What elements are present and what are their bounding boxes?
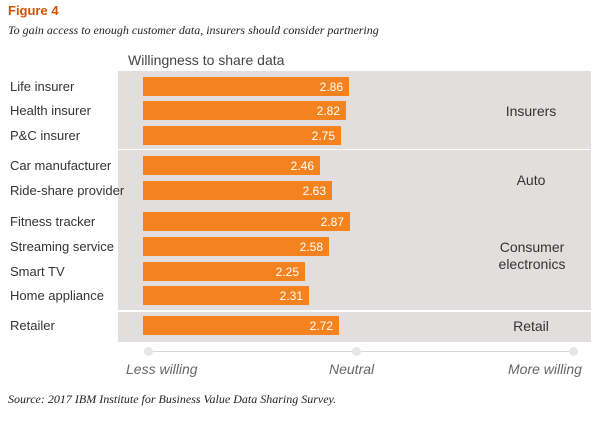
category-label: Car manufacturer bbox=[10, 158, 112, 173]
category-label: Fitness tracker bbox=[10, 214, 96, 229]
category-label: P&C insurer bbox=[10, 128, 81, 143]
category-label: Streaming service bbox=[10, 239, 115, 254]
figure-subtitle: To gain access to enough customer data, … bbox=[8, 23, 379, 37]
bar-value-label: 2.87 bbox=[320, 215, 344, 229]
scale-dot-less bbox=[144, 347, 153, 356]
bar-value-label: 2.75 bbox=[311, 129, 335, 143]
bar bbox=[143, 237, 329, 256]
category-label: Life insurer bbox=[10, 79, 75, 94]
bar bbox=[143, 77, 349, 96]
bar-value-label: 2.63 bbox=[302, 184, 326, 198]
bar bbox=[143, 286, 309, 305]
chart-title: Willingness to share data bbox=[128, 52, 285, 68]
group-label: Insurers bbox=[505, 103, 557, 119]
group-label: Auto bbox=[516, 172, 546, 188]
category-label: Retailer bbox=[10, 318, 55, 333]
scale-dot-more bbox=[569, 347, 578, 356]
bar bbox=[143, 126, 341, 145]
category-label: Health insurer bbox=[10, 103, 91, 118]
scale-label-more: More willing bbox=[508, 361, 582, 377]
bar-value-label: 2.25 bbox=[275, 265, 299, 279]
bar bbox=[143, 316, 339, 335]
group-label: Consumer electronics bbox=[498, 239, 566, 272]
bar bbox=[143, 262, 305, 281]
category-label: Smart TV bbox=[10, 264, 65, 279]
category-label: Ride-share provider bbox=[10, 183, 125, 198]
bar-value-label: 2.72 bbox=[309, 319, 333, 333]
bar-value-label: 2.86 bbox=[319, 80, 343, 94]
scale-label-less: Less willing bbox=[126, 361, 198, 377]
source-note: Source: 2017 IBM Institute for Business … bbox=[8, 392, 337, 406]
bar-value-label: 2.46 bbox=[290, 159, 314, 173]
scale-dot-neutral bbox=[352, 347, 361, 356]
bar-value-label: 2.58 bbox=[299, 240, 323, 254]
group-label: Retail bbox=[513, 318, 549, 334]
bar-value-label: 2.31 bbox=[279, 289, 303, 303]
bar bbox=[143, 101, 346, 120]
figure-label: Figure 4 bbox=[8, 3, 59, 18]
scale-label-neutral: Neutral bbox=[329, 361, 375, 377]
bar bbox=[143, 181, 332, 200]
bar bbox=[143, 156, 320, 175]
bar bbox=[143, 212, 350, 231]
category-label: Home appliance bbox=[10, 288, 104, 303]
bar-value-label: 2.82 bbox=[316, 104, 340, 118]
